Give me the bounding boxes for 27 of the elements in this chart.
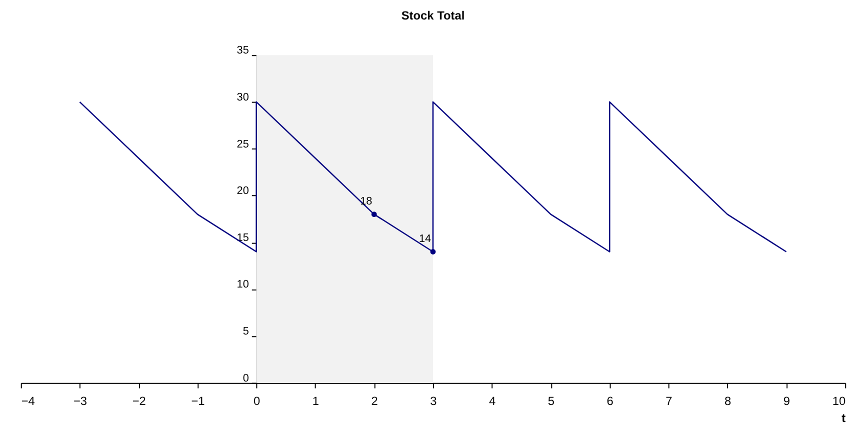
y-tick-label: 0 [242,372,249,384]
x-tick-label: 3 [430,394,438,408]
y-tick-label: 20 [236,185,249,198]
x-tick-label: −3 [73,394,88,408]
y-tick-label: 30 [236,91,249,104]
x-tick-label: −2 [132,394,146,408]
annotation: 18 [360,195,372,208]
y-tick-label: 25 [236,138,249,150]
x-tick-label: 5 [548,394,555,408]
chart-title: Stock Total [401,8,465,22]
y-tick-label: 10 [236,278,249,291]
x-tick-label: 4 [489,394,496,408]
x-tick-label: 10 [832,394,846,408]
x-tick-label: 0 [254,394,261,408]
x-tick-label: 7 [666,394,673,408]
y-tick-label: 15 [236,232,249,244]
y-tick-label: 5 [242,326,249,338]
x-tick-label: −4 [21,394,36,408]
x-tick-label: 6 [606,394,614,408]
x-tick-label: 9 [783,394,790,408]
x-tick-label: 1 [312,394,320,408]
y-tick-label: 35 [236,44,249,57]
annotation: 14 [418,232,432,245]
x-tick-label: 8 [724,394,732,408]
x-tick-label: 2 [371,394,378,408]
x-tick-label: −1 [191,394,206,408]
x-axis-title: t [842,411,846,426]
